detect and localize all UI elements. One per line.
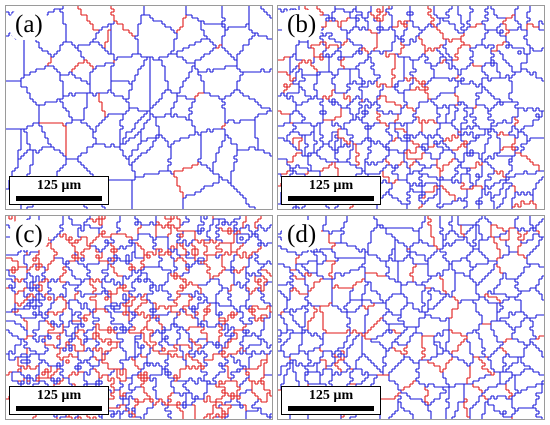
grain-boundary-map-c <box>6 216 272 419</box>
scale-bar-text: 125 µm <box>308 388 354 403</box>
low-angle-boundaries <box>278 6 540 209</box>
high-angle-boundaries <box>6 216 272 419</box>
scale-bar-text: 125 µm <box>308 178 354 193</box>
panel-b: (b) 125 µm <box>277 5 545 210</box>
scale-bar: 125 µm <box>281 176 381 205</box>
scale-bar: 125 µm <box>281 386 381 415</box>
grain-boundary-map-a <box>6 6 272 209</box>
panel-label: (c) <box>10 220 48 250</box>
low-angle-boundaries <box>39 6 226 198</box>
scale-bar-line <box>16 406 102 411</box>
scale-bar-text: 125 µm <box>36 388 82 403</box>
panel-label: (a) <box>10 10 48 40</box>
scale-bar: 125 µm <box>9 386 109 415</box>
panel-a: (a) 125 µm <box>5 5 273 210</box>
scale-bar-line <box>288 196 374 201</box>
low-angle-boundaries <box>6 216 272 419</box>
scale-bar: 125 µm <box>9 176 109 205</box>
panel-c: (c) 125 µm <box>5 215 273 420</box>
panel-d: (d) 125 µm <box>277 215 545 420</box>
scale-bar-line <box>16 196 102 201</box>
panel-label: (b) <box>282 10 322 40</box>
panel-label: (d) <box>282 220 322 250</box>
scale-bar-text: 125 µm <box>36 178 82 193</box>
low-angle-boundaries <box>278 216 544 419</box>
scale-bar-line <box>288 406 374 411</box>
grain-boundary-map-d <box>278 216 544 419</box>
